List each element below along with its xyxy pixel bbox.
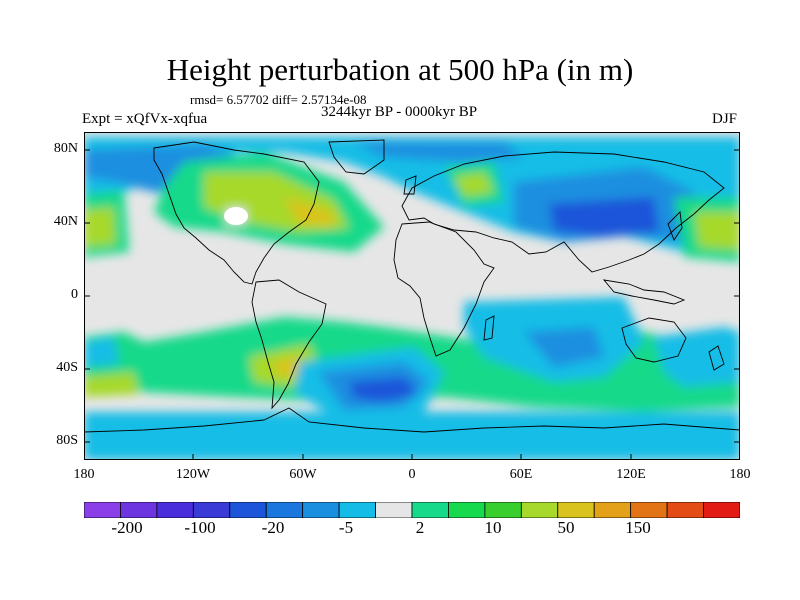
field-sa-pos4: [272, 357, 302, 377]
field-sp-neg1: [84, 337, 119, 367]
colorbar-label-3: -20: [261, 518, 285, 537]
colorbar-box-5: [229, 502, 267, 518]
lat-label-40s: 40S: [56, 360, 78, 375]
colorbar-box-14: [557, 502, 595, 518]
season-label: DJF: [712, 111, 738, 127]
colorbar-box-18: [703, 502, 740, 518]
lon-label-60w: 60W: [289, 467, 317, 482]
lon-label-120e: 120E: [616, 467, 646, 482]
stats-line: rmsd= 6.57702 diff= 2.57134e-08: [190, 92, 367, 107]
lon-label-180w: 180: [73, 467, 95, 482]
lon-label-180e: 180: [729, 467, 751, 482]
colorbar-label-6: 10: [484, 518, 502, 537]
lat-label-80n: 80N: [53, 141, 78, 156]
colorbar-box-6: [265, 502, 304, 518]
coastlines: [84, 139, 740, 433]
colorbar-label-8: 150: [625, 518, 651, 537]
coast-madagascar: [483, 315, 495, 341]
coast-australia: [621, 317, 687, 363]
colorbar-label-7: 50: [557, 518, 575, 537]
coast-se-asia-islands: [602, 279, 686, 305]
lat-label-40n: 40N: [53, 214, 78, 229]
experiment-label: Expt = xQfVx-xqfua: [82, 111, 208, 127]
field-siberia-neg3: [549, 197, 659, 237]
colorbar-box-11: [448, 502, 486, 518]
coast-japan: [667, 211, 683, 241]
coast-eurasia: [401, 151, 725, 273]
coast-africa: [393, 221, 495, 357]
colorbar-box-4: [192, 502, 231, 518]
colorbar-box-13: [520, 502, 559, 518]
field-antarctic-neg1: [84, 412, 740, 460]
colorbar-box-3: [156, 502, 194, 518]
colorbar-box-15: [593, 502, 632, 518]
colorbar-label-2: -100: [184, 518, 216, 537]
lat-label-0: 0: [71, 287, 78, 302]
field-satl-neg3: [349, 377, 419, 402]
field-sp-pos3: [84, 372, 139, 397]
colorbar-box-10: [411, 502, 449, 518]
height-perturbation-map: [84, 132, 740, 460]
coast-greenland: [328, 139, 385, 175]
coast-antarctica: [84, 407, 740, 433]
chart-title: Height perturbation at 500 hPa (in m): [166, 52, 634, 87]
field-io-neg2: [524, 327, 604, 367]
field-arctic-pos3: [454, 172, 494, 197]
colorbar-box-7: [302, 502, 340, 518]
colorbar-box-2: [120, 502, 158, 518]
colorbar-label-1: -200: [111, 518, 143, 537]
tick-marks: [84, 149, 740, 460]
coast-new-zealand: [708, 345, 725, 371]
lon-label-0: 0: [408, 467, 416, 482]
coast-north-america: [153, 141, 320, 285]
colorbar-label-5: 2: [415, 518, 425, 537]
field-nepac-pos3: [694, 212, 740, 250]
lat-label-80s: 80S: [56, 433, 78, 448]
field-na-pos4: [284, 197, 334, 227]
white-patches: [224, 207, 248, 225]
field-aus-neg1: [654, 327, 740, 387]
colorbar-box-16: [630, 502, 668, 518]
field-arctic-neg2: [354, 142, 524, 162]
white-patch-1: [224, 207, 248, 225]
colorbar-box-8: [338, 502, 376, 518]
colorbar-box-9: [375, 502, 413, 518]
coast-south-america: [251, 279, 327, 410]
contour-fields: [84, 137, 740, 460]
colorbar-box-12: [484, 502, 522, 518]
lon-label-120w: 120W: [175, 467, 211, 482]
coast-uk: [403, 175, 417, 195]
colorbar-label-4: -5: [338, 518, 354, 537]
colorbar: [84, 502, 740, 518]
colorbar-box-17: [666, 502, 704, 518]
colorbar-box-1: [84, 502, 121, 518]
field-nwpac-pos3: [84, 207, 116, 247]
lon-label-60e: 60E: [509, 467, 533, 482]
period-label: 3244kyr BP - 0000kyr BP: [321, 104, 478, 120]
